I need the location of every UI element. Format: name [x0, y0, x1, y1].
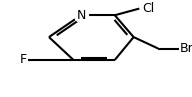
Text: Br: Br [180, 42, 192, 55]
Text: F: F [20, 53, 27, 66]
Text: N: N [76, 9, 86, 22]
Text: Cl: Cl [142, 2, 154, 15]
